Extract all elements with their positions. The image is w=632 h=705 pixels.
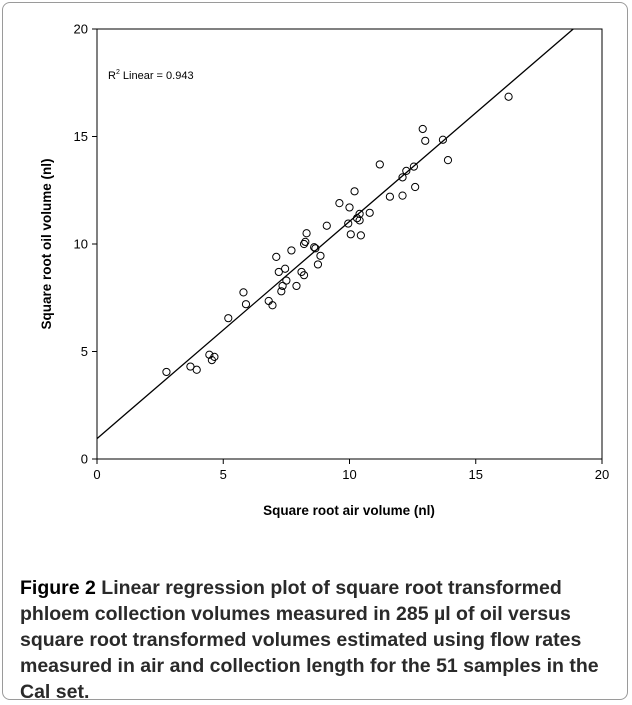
x-axis-ticks: 0 5 10 15 20 [93,459,609,482]
data-point [313,260,323,269]
data-point [504,92,513,101]
data-point [292,281,301,291]
caption-text: Linear regression plot of square root tr… [20,577,599,703]
data-point [409,162,418,171]
data-point [192,365,201,374]
data-point [316,251,325,260]
data-point [335,199,344,208]
data-point [385,192,394,201]
data-point [268,301,277,310]
data-point [398,173,407,182]
data-point [355,209,364,218]
data-point [346,230,355,239]
data-point [345,203,354,212]
data-point [239,288,248,297]
data-point [418,124,427,134]
data-point [277,287,286,296]
data-point [299,271,309,280]
data-point [272,252,281,261]
y-tick-label: 5 [81,344,88,359]
figure-caption: Figure 2 Linear regression plot of squar… [20,575,616,705]
y-axis-ticks: 0 5 10 15 20 [74,22,97,467]
y-axis-label: Square root oil volume (nl) [39,158,54,329]
data-point [210,352,219,361]
data-point [224,314,233,323]
data-point [162,367,171,377]
r-squared-annotation: R2 Linear = 0.943 [108,69,194,82]
data-point [365,208,374,217]
x-tick-label: 20 [595,467,609,482]
data-point [411,182,420,192]
data-points [162,92,513,377]
data-point [274,267,283,277]
regression-line [96,28,574,440]
y-tick-label: 20 [74,22,88,37]
x-axis-label: Square root air volume (nl) [263,503,435,518]
data-point [356,231,365,240]
data-point [287,246,296,255]
data-point [438,135,448,144]
data-point [241,300,251,309]
data-point [301,237,310,246]
data-point [310,243,319,252]
data-point [355,216,364,225]
data-point [352,214,362,223]
data-point [421,136,430,145]
data-point [278,281,287,291]
caption-label: Figure 2 [20,577,96,599]
x-tick-label: 5 [220,467,227,482]
data-point [402,166,411,175]
y-tick-label: 0 [81,452,88,467]
data-point [282,276,291,285]
x-tick-label: 10 [342,467,356,482]
data-point [322,221,331,230]
data-point [350,187,359,196]
data-point [443,156,453,165]
data-point [375,160,384,169]
data-point [186,362,195,371]
scatter-chart: 0 5 10 15 20 0 5 10 15 20 R2 Linear = 0.943 Squa… [39,22,609,519]
data-point [398,191,407,200]
data-point [205,350,214,359]
x-tick-label: 15 [469,467,483,482]
data-point [281,264,290,273]
data-point [344,219,353,228]
x-tick-label: 0 [93,467,100,482]
plot-area [96,28,603,460]
y-tick-label: 15 [74,129,88,144]
y-tick-label: 10 [74,237,88,252]
data-point [299,239,309,249]
data-point [302,229,311,238]
data-point [311,244,320,253]
